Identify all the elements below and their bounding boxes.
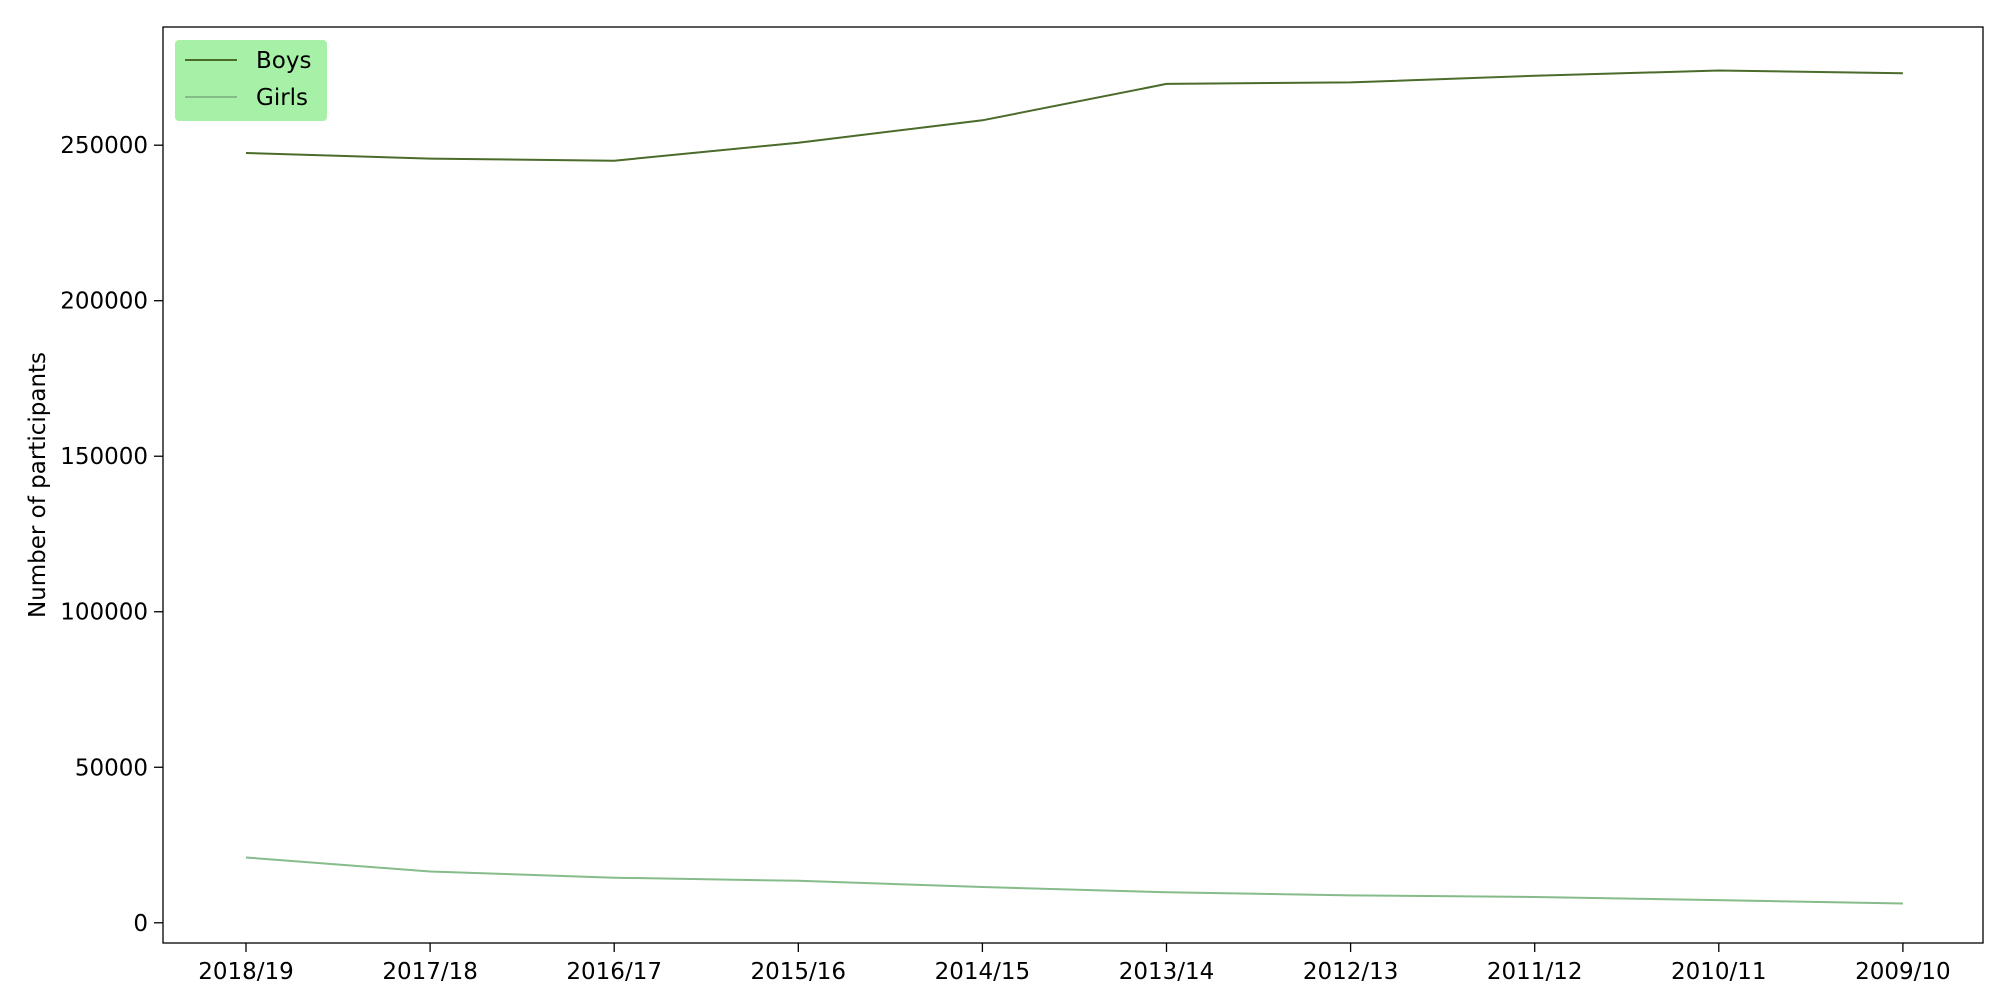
x-tick-label: 2017/18 <box>382 959 478 985</box>
series-line-girls <box>246 858 1903 904</box>
legend-label-girls: Girls <box>256 85 308 111</box>
x-tick-label: 2009/10 <box>1855 959 1951 985</box>
y-tick-label: 250000 <box>60 133 148 159</box>
y-tick-label: 100000 <box>60 600 148 626</box>
y-tick-label: 0 <box>133 911 148 937</box>
series-line-boys <box>246 71 1903 161</box>
plot-frame <box>163 27 1983 943</box>
x-tick-label: 2010/11 <box>1671 959 1767 985</box>
x-tick-label: 2016/17 <box>566 959 662 985</box>
series-layer <box>246 70 1903 903</box>
y-axis: 0 50000 100000 150000 200000 250000 <box>60 133 163 937</box>
y-axis-title: Number of participants <box>25 352 51 618</box>
x-tick-label: 2014/15 <box>935 959 1031 985</box>
y-tick-label: 200000 <box>60 289 148 315</box>
y-tick-label: 50000 <box>75 755 148 781</box>
legend-label-boys: Boys <box>256 48 311 74</box>
x-axis: 2018/19 2017/18 2016/17 2015/16 2014/15 2013/… <box>198 943 1950 985</box>
plot-area <box>163 27 1983 943</box>
x-tick-label: 2011/12 <box>1487 959 1583 985</box>
x-tick-label: 2013/14 <box>1119 959 1215 985</box>
x-tick-label: 2018/19 <box>198 959 294 985</box>
y-tick-label: 150000 <box>60 444 148 470</box>
legend: Boys Girls <box>175 40 327 121</box>
x-tick-label: 2015/16 <box>751 959 847 985</box>
x-tick-label: 2012/13 <box>1303 959 1399 985</box>
